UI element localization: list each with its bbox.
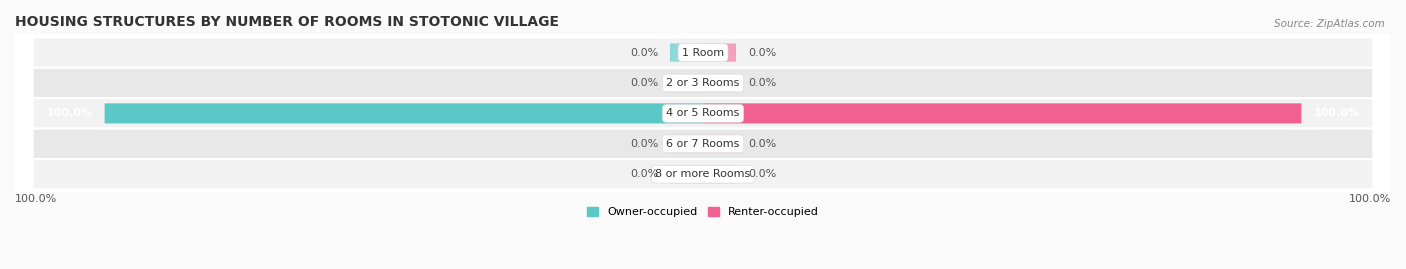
FancyBboxPatch shape: [703, 165, 735, 183]
FancyBboxPatch shape: [671, 44, 703, 62]
Text: 100.0%: 100.0%: [46, 108, 93, 118]
Text: 0.0%: 0.0%: [748, 169, 776, 179]
Text: 4 or 5 Rooms: 4 or 5 Rooms: [666, 108, 740, 118]
FancyBboxPatch shape: [703, 103, 1302, 123]
Text: HOUSING STRUCTURES BY NUMBER OF ROOMS IN STOTONIC VILLAGE: HOUSING STRUCTURES BY NUMBER OF ROOMS IN…: [15, 15, 560, 29]
Text: 8 or more Rooms: 8 or more Rooms: [655, 169, 751, 179]
Text: Source: ZipAtlas.com: Source: ZipAtlas.com: [1274, 19, 1385, 29]
Text: 0.0%: 0.0%: [748, 78, 776, 88]
FancyBboxPatch shape: [32, 129, 1374, 159]
FancyBboxPatch shape: [32, 37, 1374, 68]
Text: 100.0%: 100.0%: [1313, 108, 1360, 118]
Text: 1 Room: 1 Room: [682, 48, 724, 58]
FancyBboxPatch shape: [104, 103, 703, 123]
FancyBboxPatch shape: [703, 135, 735, 153]
Text: 100.0%: 100.0%: [15, 194, 58, 204]
Text: 6 or 7 Rooms: 6 or 7 Rooms: [666, 139, 740, 149]
FancyBboxPatch shape: [671, 165, 703, 183]
FancyBboxPatch shape: [671, 135, 703, 153]
FancyBboxPatch shape: [703, 44, 735, 62]
Text: 0.0%: 0.0%: [630, 169, 658, 179]
Text: 2 or 3 Rooms: 2 or 3 Rooms: [666, 78, 740, 88]
FancyBboxPatch shape: [671, 74, 703, 92]
FancyBboxPatch shape: [32, 98, 1374, 129]
FancyBboxPatch shape: [703, 74, 735, 92]
Text: 0.0%: 0.0%: [748, 48, 776, 58]
Text: 0.0%: 0.0%: [630, 48, 658, 58]
FancyBboxPatch shape: [32, 68, 1374, 98]
Text: 0.0%: 0.0%: [748, 139, 776, 149]
Legend: Owner-occupied, Renter-occupied: Owner-occupied, Renter-occupied: [582, 202, 824, 222]
Text: 0.0%: 0.0%: [630, 78, 658, 88]
Text: 100.0%: 100.0%: [1348, 194, 1391, 204]
FancyBboxPatch shape: [32, 159, 1374, 189]
Text: 0.0%: 0.0%: [630, 139, 658, 149]
